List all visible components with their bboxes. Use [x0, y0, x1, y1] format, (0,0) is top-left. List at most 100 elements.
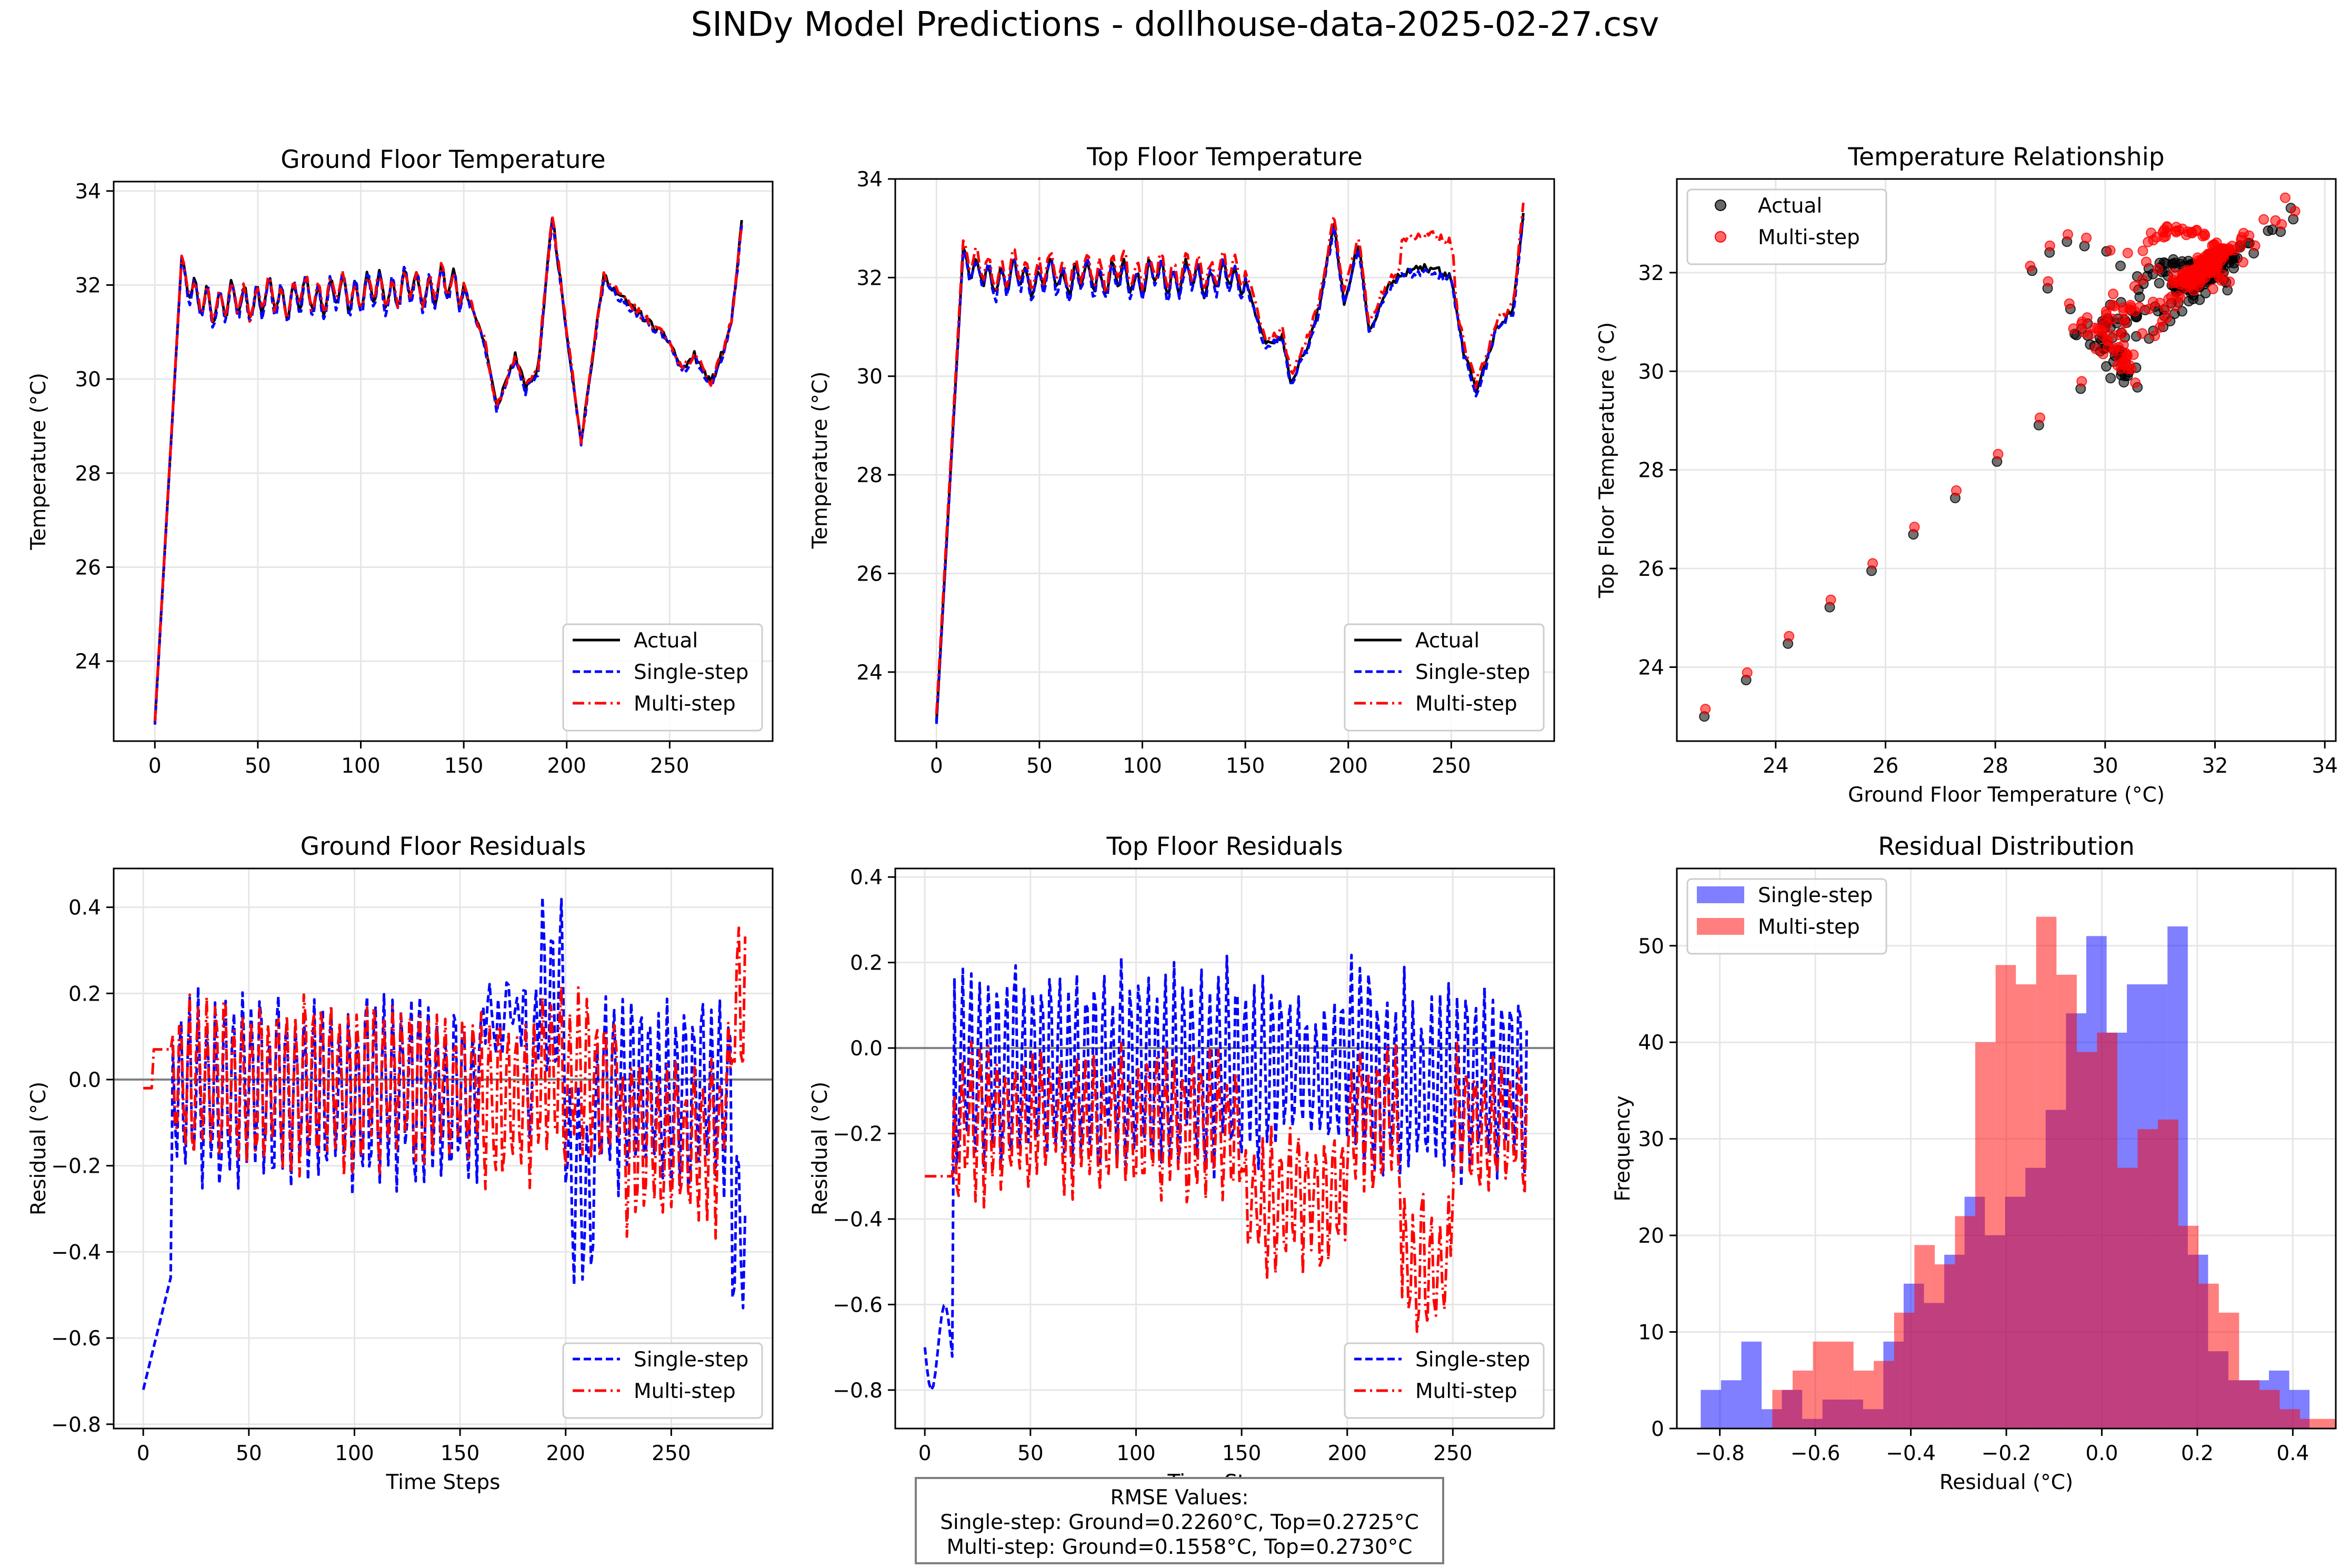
axes-frame — [113, 181, 774, 742]
histogram-bar — [1853, 1370, 1874, 1429]
scatter-point — [1951, 485, 1962, 496]
y-tick-label: 28 — [75, 462, 101, 486]
x-tick-label: 32 — [2202, 754, 2228, 778]
y-tick-label: 32 — [1638, 262, 1664, 285]
legend-box — [562, 1342, 763, 1419]
x-tick-label: −0.8 — [1695, 1442, 1745, 1465]
scatter-point — [2064, 298, 2075, 309]
scatter-point — [2034, 412, 2045, 423]
y-tick-label: 28 — [1638, 459, 1664, 483]
scatter-point — [2137, 245, 2148, 256]
y-tick-label: 30 — [856, 365, 883, 389]
x-tick-label: 150 — [1226, 754, 1265, 778]
histogram-bar — [2137, 1129, 2158, 1429]
histogram-bar — [2198, 1283, 2219, 1429]
y-tick-label: −0.8 — [833, 1379, 883, 1403]
scatter-point — [1784, 631, 1795, 642]
x-tick-label: 250 — [1432, 754, 1471, 778]
legend-label: Single-step — [634, 661, 748, 684]
chart-title: Top Floor Temperature — [1086, 143, 1363, 172]
legend-label: Multi-step — [1758, 915, 1860, 939]
x-tick-label: 150 — [441, 1442, 479, 1465]
scatter-point — [2263, 225, 2274, 236]
x-tick-label: 24 — [1763, 754, 1789, 778]
scatter-point — [2279, 192, 2291, 203]
x-tick-label: −0.2 — [1982, 1442, 2032, 1465]
plot-area — [1699, 192, 2301, 722]
scatter-point — [2129, 306, 2141, 317]
legend-label: Actual — [1415, 629, 1479, 653]
histogram-bar — [2076, 1052, 2097, 1429]
histogram-bar — [2117, 1167, 2138, 1429]
x-tick-label: 30 — [2092, 754, 2118, 778]
series-multi-step — [935, 202, 1525, 714]
scatter-point — [2107, 313, 2118, 324]
scatter-point — [2108, 288, 2119, 299]
scatter-point — [1825, 594, 1836, 605]
scatter-point — [2085, 329, 2096, 340]
scatter-point — [2081, 233, 2092, 243]
series-multi-step — [925, 1041, 1528, 1333]
legend-label: Single-step — [1758, 884, 1873, 907]
y-tick-label: −0.4 — [51, 1241, 101, 1264]
legend-label: Single-step — [1415, 1348, 1530, 1372]
y-tick-label: 0.0 — [850, 1037, 883, 1061]
y-tick-label: 10 — [1638, 1321, 1664, 1345]
histogram-bar — [2016, 984, 2036, 1429]
legend-label: Actual — [634, 629, 698, 653]
y-tick-label: 40 — [1638, 1031, 1664, 1055]
chart-title: Residual Distribution — [1878, 832, 2135, 861]
x-tick-label: 100 — [341, 754, 380, 778]
series-single-step — [923, 953, 1528, 1392]
scatter-point — [2134, 292, 2145, 303]
y-tick-label: 24 — [75, 650, 101, 674]
legend-box — [1344, 623, 1545, 732]
scatter-point — [2224, 276, 2235, 287]
rmse-annotation-box: RMSE Values: Single-step: Ground=0.2260°… — [915, 1477, 1444, 1564]
legend-swatch — [1697, 918, 1744, 935]
x-tick-label: 0 — [148, 754, 162, 778]
scatter-point — [2082, 312, 2093, 323]
chart-title: Ground Floor Temperature — [281, 145, 605, 174]
x-tick-label: 0.0 — [2085, 1442, 2118, 1465]
legend-label: Multi-step — [634, 1380, 736, 1403]
legend-label: Multi-step — [1415, 1380, 1517, 1403]
histogram-bar — [2036, 916, 2057, 1429]
x-tick-label: 150 — [1222, 1442, 1261, 1465]
plot-area — [114, 896, 773, 1390]
scatter-point — [2154, 322, 2165, 333]
chart-top_temp: 0 50 100 150 200 250 24 26 28 30 32 34 Top Floor Tem… — [808, 143, 1555, 778]
x-tick-label: 0 — [918, 1442, 932, 1465]
y-tick-label: 0.2 — [68, 982, 101, 1006]
series-single-step — [935, 218, 1525, 724]
legend-label: Multi-step — [634, 692, 736, 716]
chart-relationship: 24 26 28 30 32 34 24 26 28 30 32 Temperature Relati… — [1595, 143, 2338, 807]
chart-title: Top Floor Residuals — [1106, 832, 1343, 861]
scatter-point — [2103, 342, 2114, 353]
legend-marker — [1715, 199, 1726, 211]
y-tick-label: 34 — [75, 180, 101, 204]
scatter-point — [2113, 329, 2124, 341]
series-multi-step — [153, 215, 743, 722]
x-tick-label: 0 — [137, 1442, 150, 1465]
histogram-bar — [1934, 1264, 1955, 1429]
scatter-point — [2249, 240, 2261, 251]
legend-box — [1344, 1342, 1545, 1419]
chart-top_resid: 0 50 100 150 200 250 −0.8 −0.6 −0.4 −0.2 0.0 0.2 0.4… — [808, 832, 1555, 1494]
axes-frame — [894, 867, 1555, 1430]
y-axis-label: Temperature (°C) — [808, 372, 832, 550]
x-tick-label: 0.4 — [2276, 1442, 2309, 1465]
x-tick-label: 200 — [1328, 1442, 1367, 1465]
histogram-bar — [1741, 1341, 1762, 1429]
scatter-point — [2107, 299, 2118, 311]
scatter-point — [2201, 257, 2212, 268]
scatter-point — [2025, 261, 2036, 272]
histogram-bar — [1955, 1216, 1976, 1429]
histogram-bar — [2097, 1032, 2117, 1429]
scatter-point — [1993, 448, 2004, 460]
legend-label: Multi-step — [1415, 692, 1517, 716]
histogram-bar — [1813, 1341, 1834, 1429]
y-tick-label: 0.4 — [68, 896, 101, 920]
scatter-point — [2076, 376, 2087, 387]
scatter-point — [2186, 278, 2197, 289]
